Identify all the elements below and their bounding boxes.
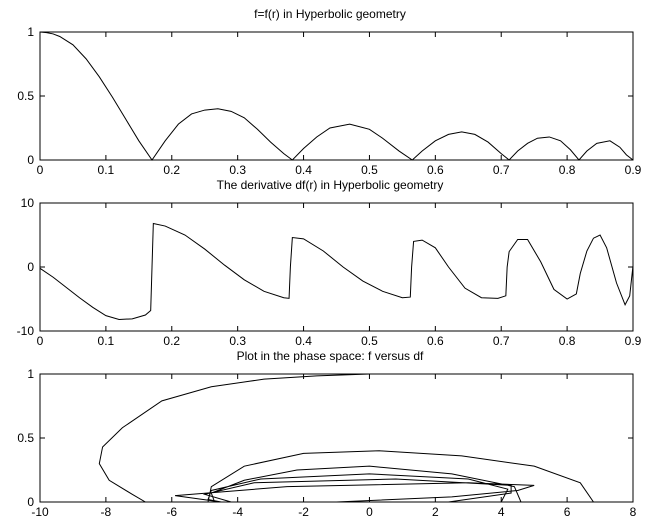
x-tick-label-4: 0.4 — [295, 163, 312, 177]
x-tick-label-0: -10 — [31, 505, 49, 519]
subplot-2-title: The derivative df(r) in Hyperbolic geome… — [217, 178, 444, 192]
x-tick-label-7: 0.7 — [493, 334, 510, 348]
y-tick-label-1: 0 — [27, 260, 34, 274]
x-tick-label-6: 0.6 — [427, 163, 444, 177]
x-tick-label-1: 0.1 — [98, 334, 115, 348]
x-tick-label-5: 0.5 — [361, 163, 378, 177]
subplot-f-of-r: f=f(r) in Hyperbolic geometry 0 0.1 0.2 0.3… — [17, 7, 641, 177]
subplot-2-series-line — [39, 222, 634, 320]
x-tick-label-9: 0.9 — [625, 334, 642, 348]
x-tick-label-3: 0.3 — [229, 163, 246, 177]
x-tick-label-4: -2 — [298, 505, 309, 519]
x-tick-label-3: 0.3 — [229, 334, 246, 348]
y-tick-label-0: 0 — [27, 153, 34, 167]
y-tick-label-0: -10 — [17, 324, 35, 338]
x-tick-label-7: 0.7 — [493, 163, 510, 177]
y-tick-label-2: 1 — [27, 25, 34, 39]
y-tick-label-1: 0.5 — [17, 431, 34, 445]
subplot-3-ticks: -10 -8 -6 -4 -2 0 2 4 6 8 0 0.5 1 — [17, 367, 636, 519]
x-tick-label-1: -8 — [101, 505, 112, 519]
subplot-derivative: The derivative df(r) in Hyperbolic geome… — [17, 178, 642, 348]
x-tick-label-9: 8 — [630, 505, 637, 519]
subplot-2-axes-box — [39, 202, 634, 332]
x-tick-label-2: 0.2 — [163, 334, 180, 348]
x-tick-label-8: 0.8 — [559, 163, 576, 177]
subplot-3-series-line — [98, 373, 595, 503]
x-tick-label-0: 0 — [37, 334, 44, 348]
x-tick-label-5: 0.5 — [361, 334, 378, 348]
subplot-3-axes-box — [39, 373, 634, 503]
x-tick-label-2: 0.2 — [163, 163, 180, 177]
x-tick-label-7: 4 — [498, 505, 505, 519]
subplot-1-title: f=f(r) in Hyperbolic geometry — [254, 7, 406, 21]
y-tick-label-2: 10 — [21, 196, 35, 210]
y-tick-label-1: 0.5 — [17, 89, 34, 103]
x-tick-label-0: 0 — [37, 163, 44, 177]
x-tick-label-3: -4 — [232, 505, 243, 519]
x-tick-label-8: 0.8 — [559, 334, 576, 348]
subplot-phase-space: Plot in the phase space: f versus df -10… — [17, 349, 636, 519]
subplot-3-title: Plot in the phase space: f versus df — [237, 349, 424, 363]
x-tick-label-6: 0.6 — [427, 334, 444, 348]
subplot-1-axes-box — [39, 31, 634, 161]
x-tick-label-1: 0.1 — [98, 163, 115, 177]
x-tick-label-9: 0.9 — [625, 163, 642, 177]
y-tick-label-0: 0 — [27, 495, 34, 509]
x-tick-label-2: -6 — [166, 505, 177, 519]
y-tick-label-2: 1 — [27, 367, 34, 381]
subplot-1-ticks: 0 0.1 0.2 0.3 0.4 0.5 0.6 0.7 0.8 0.9 0 0.5 1 — [17, 25, 641, 177]
x-tick-label-6: 2 — [432, 505, 439, 519]
subplot-1-series-line — [39, 31, 634, 161]
x-tick-label-5: 0 — [366, 505, 373, 519]
x-tick-label-8: 6 — [564, 505, 571, 519]
x-tick-label-4: 0.4 — [295, 334, 312, 348]
